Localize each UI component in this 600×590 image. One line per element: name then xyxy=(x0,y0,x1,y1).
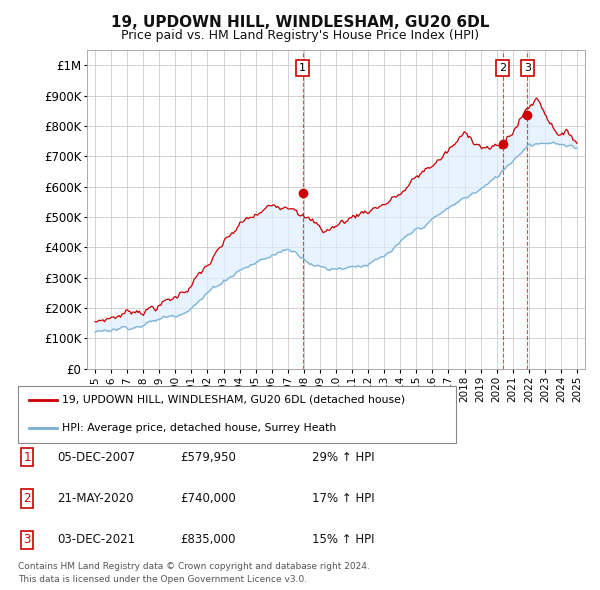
Text: 05-DEC-2007: 05-DEC-2007 xyxy=(57,451,135,464)
Text: 2: 2 xyxy=(23,492,31,505)
Text: HPI: Average price, detached house, Surrey Heath: HPI: Average price, detached house, Surr… xyxy=(62,423,336,433)
Text: 1: 1 xyxy=(23,451,31,464)
Text: £579,950: £579,950 xyxy=(180,451,236,464)
Text: 17% ↑ HPI: 17% ↑ HPI xyxy=(312,492,374,505)
Text: £740,000: £740,000 xyxy=(180,492,236,505)
Text: 21-MAY-2020: 21-MAY-2020 xyxy=(57,492,133,505)
Text: 29% ↑ HPI: 29% ↑ HPI xyxy=(312,451,374,464)
Text: 1: 1 xyxy=(299,63,306,73)
Text: 19, UPDOWN HILL, WINDLESHAM, GU20 6DL: 19, UPDOWN HILL, WINDLESHAM, GU20 6DL xyxy=(111,15,489,30)
Text: Contains HM Land Registry data © Crown copyright and database right 2024.: Contains HM Land Registry data © Crown c… xyxy=(18,562,370,571)
Text: 03-DEC-2021: 03-DEC-2021 xyxy=(57,533,135,546)
Text: 15% ↑ HPI: 15% ↑ HPI xyxy=(312,533,374,546)
Text: Price paid vs. HM Land Registry's House Price Index (HPI): Price paid vs. HM Land Registry's House … xyxy=(121,30,479,42)
Text: 2: 2 xyxy=(499,63,506,73)
Text: 19, UPDOWN HILL, WINDLESHAM, GU20 6DL (detached house): 19, UPDOWN HILL, WINDLESHAM, GU20 6DL (d… xyxy=(62,395,405,405)
Text: 3: 3 xyxy=(23,533,31,546)
Text: This data is licensed under the Open Government Licence v3.0.: This data is licensed under the Open Gov… xyxy=(18,575,307,584)
Text: £835,000: £835,000 xyxy=(180,533,235,546)
Text: 3: 3 xyxy=(524,63,531,73)
FancyBboxPatch shape xyxy=(18,386,456,442)
